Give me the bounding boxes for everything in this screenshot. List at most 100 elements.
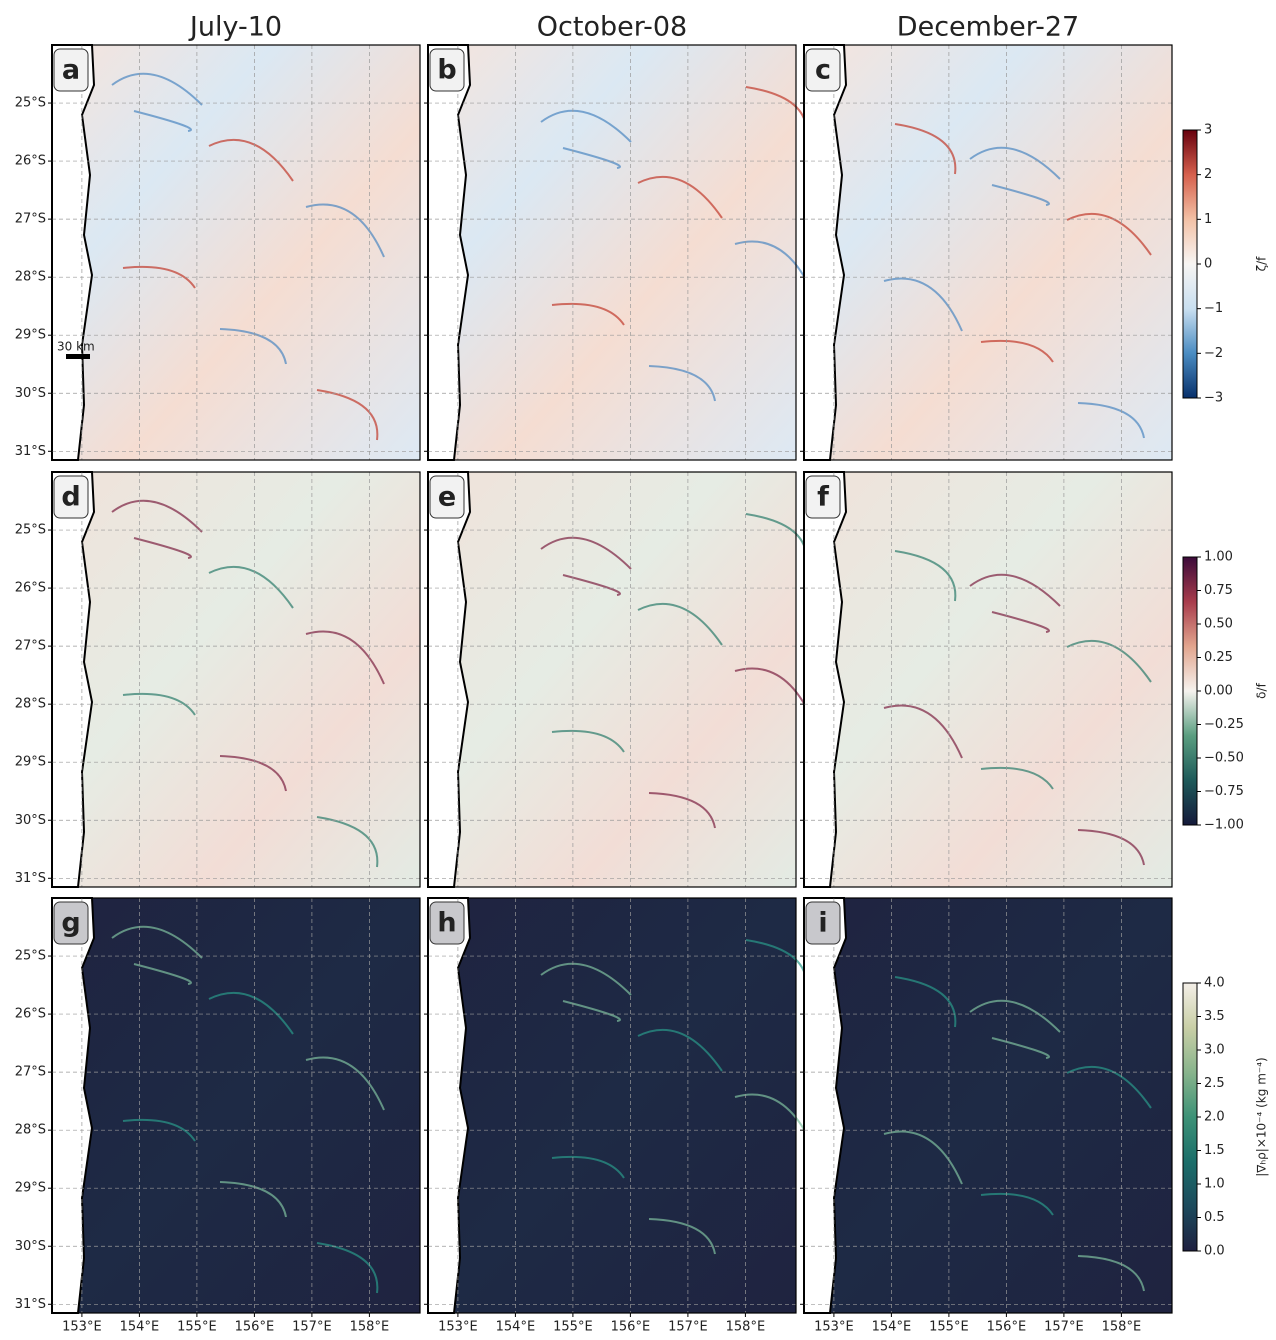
colorbar-tick-label: 1.00 bbox=[1204, 550, 1233, 565]
lat-tick-label: 27°S bbox=[15, 212, 46, 227]
lat-tick-label: 31°S bbox=[15, 871, 46, 886]
colorbar-tick-label: 0.5 bbox=[1204, 1210, 1225, 1225]
scale-bar bbox=[66, 354, 90, 359]
panel-background bbox=[428, 472, 796, 887]
colorbar-tick-label: 1 bbox=[1204, 212, 1212, 227]
colorbar-tick-label: 0 bbox=[1204, 257, 1212, 272]
colorbar-tick-label: 0.00 bbox=[1204, 684, 1233, 699]
lon-tick-label: 157°E bbox=[292, 1320, 332, 1335]
colorbar-tick-label: −3 bbox=[1204, 391, 1223, 406]
column-title: October-08 bbox=[537, 12, 687, 43]
colorbar-tick-label: 0.75 bbox=[1204, 583, 1233, 598]
colorbar-tick-label: 3.5 bbox=[1204, 1009, 1225, 1024]
lon-tick-label: 156°E bbox=[611, 1320, 651, 1335]
lat-tick-label: 25°S bbox=[15, 949, 46, 964]
map-panel: 25°S 26°S 27°S 28°S 29°S 30°S 31°S a 30 km bbox=[15, 45, 420, 460]
lat-tick-label: 25°S bbox=[15, 96, 46, 111]
colorbar-tick-label: −1.00 bbox=[1204, 818, 1244, 833]
figure: July-10October-08December-2725°S26°S27°S… bbox=[0, 0, 1276, 1336]
lat-tick-label: 28°S bbox=[15, 697, 46, 712]
map-panel: 153°E 154°E 155°E 156°E 157°E 158°E i bbox=[800, 898, 1172, 1335]
map-panel: b bbox=[424, 45, 813, 460]
lon-tick-label: 153°E bbox=[62, 1320, 102, 1335]
colorbar-tick-label: 0.25 bbox=[1204, 650, 1233, 665]
lat-tick-label: 28°S bbox=[15, 1123, 46, 1138]
colorbar-tick-label: 1.0 bbox=[1204, 1177, 1225, 1192]
colorbar-tick-label: 0.50 bbox=[1204, 617, 1233, 632]
panel-label: g bbox=[61, 908, 80, 939]
panel-background bbox=[428, 45, 796, 460]
lat-tick-label: 26°S bbox=[15, 1007, 46, 1022]
lon-tick-label: 154°E bbox=[120, 1320, 160, 1335]
panel-label: c bbox=[815, 55, 831, 86]
colorbar-tick-label: −0.25 bbox=[1204, 717, 1244, 732]
colorbar-label: δ/f bbox=[1255, 682, 1269, 698]
lon-tick-label: 155°E bbox=[177, 1320, 217, 1335]
lat-tick-label: 29°S bbox=[15, 755, 46, 770]
scale-bar-label: 30 km bbox=[57, 340, 95, 354]
lon-tick-label: 158°E bbox=[726, 1320, 766, 1335]
panel-label: e bbox=[438, 482, 456, 513]
panel-background bbox=[804, 472, 1172, 887]
colorbar-tick-label: 2.5 bbox=[1204, 1076, 1225, 1091]
lon-tick-label: 154°E bbox=[872, 1320, 912, 1335]
colorbar-tick-label: −2 bbox=[1204, 346, 1223, 361]
map-panel: 25°S 26°S 27°S 28°S 29°S 30°S 31°S 153°E 154°E 15… bbox=[15, 898, 420, 1335]
lat-tick-label: 27°S bbox=[15, 1065, 46, 1080]
panel-label: b bbox=[437, 55, 456, 86]
map-panel: e bbox=[424, 472, 813, 887]
lat-tick-label: 27°S bbox=[15, 639, 46, 654]
lat-tick-label: 29°S bbox=[15, 328, 46, 343]
lat-tick-label: 30°S bbox=[15, 386, 46, 401]
panel-background bbox=[52, 898, 420, 1313]
colorbar-tick-label: 3 bbox=[1204, 123, 1212, 138]
lon-tick-label: 155°E bbox=[553, 1320, 593, 1335]
panel-background bbox=[52, 45, 420, 460]
map-panel: f bbox=[800, 472, 1172, 887]
panel-label: f bbox=[817, 482, 829, 513]
lon-tick-label: 153°E bbox=[814, 1320, 854, 1335]
lon-tick-label: 156°E bbox=[235, 1320, 275, 1335]
lat-tick-label: 30°S bbox=[15, 813, 46, 828]
lat-tick-label: 29°S bbox=[15, 1181, 46, 1196]
colorbar bbox=[1183, 130, 1197, 398]
lon-tick-label: 154°E bbox=[496, 1320, 536, 1335]
colorbar bbox=[1183, 983, 1197, 1251]
panel-background bbox=[52, 472, 420, 887]
lon-tick-label: 158°E bbox=[1102, 1320, 1142, 1335]
lat-tick-label: 26°S bbox=[15, 581, 46, 596]
lat-tick-label: 31°S bbox=[15, 1297, 46, 1312]
colorbar-tick-label: 1.5 bbox=[1204, 1143, 1225, 1158]
panel-label: i bbox=[818, 908, 827, 939]
colorbar-tick-label: −1 bbox=[1204, 301, 1223, 316]
lat-tick-label: 25°S bbox=[15, 523, 46, 538]
panel-label: a bbox=[62, 55, 80, 86]
lon-tick-label: 157°E bbox=[1044, 1320, 1084, 1335]
panel-label: d bbox=[61, 482, 80, 513]
colorbar-label: |∇ₕρ|×10⁻⁴ (kg m⁻⁴) bbox=[1255, 1057, 1269, 1176]
lon-tick-label: 158°E bbox=[350, 1320, 390, 1335]
colorbar-tick-label: 0.0 bbox=[1204, 1244, 1225, 1259]
lat-tick-label: 26°S bbox=[15, 154, 46, 169]
panel-background bbox=[428, 898, 796, 1313]
map-panel: 153°E 154°E 155°E 156°E 157°E 158°E h bbox=[424, 898, 813, 1335]
lat-tick-label: 28°S bbox=[15, 270, 46, 285]
lon-tick-label: 153°E bbox=[438, 1320, 478, 1335]
colorbar-tick-label: 2.0 bbox=[1204, 1110, 1225, 1125]
lon-tick-label: 156°E bbox=[987, 1320, 1027, 1335]
map-panel: 25°S 26°S 27°S 28°S 29°S 30°S 31°S d bbox=[15, 472, 420, 887]
lat-tick-label: 31°S bbox=[15, 444, 46, 459]
map-panel: c bbox=[800, 45, 1172, 460]
colorbar-tick-label: 3.0 bbox=[1204, 1043, 1225, 1058]
lon-tick-label: 155°E bbox=[929, 1320, 969, 1335]
colorbar-tick-label: 4.0 bbox=[1204, 976, 1225, 991]
lon-tick-label: 157°E bbox=[668, 1320, 708, 1335]
column-title: December-27 bbox=[897, 12, 1079, 43]
colorbar bbox=[1183, 557, 1197, 825]
colorbar-tick-label: −0.50 bbox=[1204, 751, 1244, 766]
panel-background bbox=[804, 898, 1172, 1313]
colorbar-label: ζ/f bbox=[1255, 256, 1269, 272]
panel-label: h bbox=[437, 908, 456, 939]
colorbar-tick-label: 2 bbox=[1204, 167, 1212, 182]
lat-tick-label: 30°S bbox=[15, 1239, 46, 1254]
